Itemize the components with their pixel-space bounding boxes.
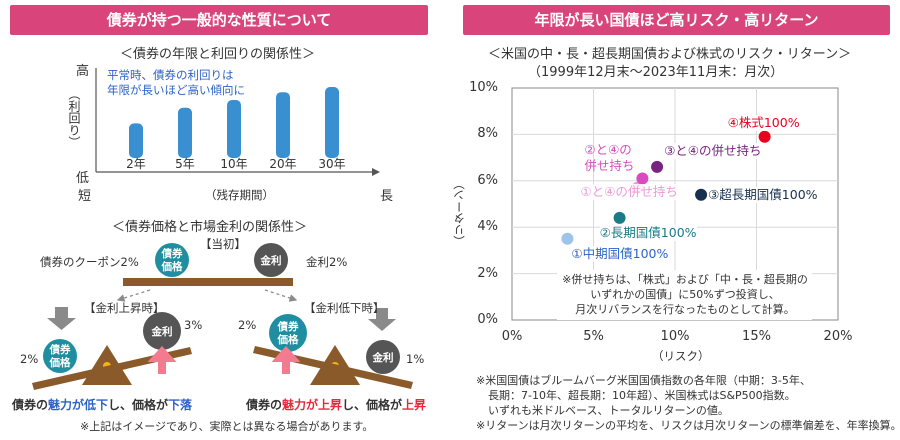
rate-up-tag: 【金利上昇時】 — [84, 301, 165, 315]
chart-subtitle: （1999年12月末～2023年11月末：月次） — [528, 65, 784, 80]
yield-x-arrow — [372, 168, 380, 176]
yield-category-label: 2年 — [126, 157, 146, 171]
rate-down-bond-text-2: 価格 — [277, 333, 299, 346]
rate-down-bond-text-1: 債券 — [277, 320, 299, 333]
yield-bar — [325, 87, 339, 158]
y-tick-label: 8% — [477, 126, 498, 142]
maturity-long-label: 長 — [380, 189, 394, 204]
initial-rate-label: 金利2% — [306, 255, 348, 269]
right-section-banner: 年限が長い国債ほど高リスク・高リターン — [463, 5, 890, 35]
footnote-line: いずれも米ドルベース、トータルリターンの値。 — [488, 404, 729, 417]
footnote-line: ※リターンは月次リターンの平均を、リスクは月次リターンの標準偏差を、年率換算。 — [476, 419, 900, 432]
scatter-point — [695, 188, 708, 201]
y-tick-label: 4% — [477, 219, 498, 235]
initial-tag: 【当初】 — [200, 237, 246, 251]
point-label: ③超長期国債100% — [708, 186, 818, 203]
point-label: ①と④の併せ持ち — [580, 183, 678, 200]
scatter-point — [561, 232, 574, 245]
initial-plank — [123, 278, 293, 286]
maturity-axis-label: （残存期間） — [205, 188, 274, 202]
x-tick-label: 20% — [823, 329, 853, 344]
left-section-banner: 債券が持つ一般的な性質について — [10, 5, 428, 35]
rate-up-bond-ball — [43, 339, 77, 373]
rate-up-rate-text: 金利 — [151, 325, 173, 338]
rate-up-caption: 債券の魅力が低下し、価格が下落 — [12, 398, 193, 412]
initial-rate-text: 金利 — [260, 254, 282, 267]
rate-up-seesaw: 債券 価格 金利 — [32, 307, 192, 390]
scatter-point — [758, 130, 771, 143]
x-axis-label: （リスク） — [652, 349, 710, 363]
scatter-point — [651, 160, 664, 173]
rate-down-tag: 【金利低下時】 — [304, 301, 385, 315]
rate-up-rate-pct: 3% — [184, 318, 203, 332]
yield-bar — [178, 107, 192, 158]
yield-section-title: ＜債券の年限と利回りの関係性＞ — [120, 47, 316, 62]
yield-category-label: 20年 — [269, 157, 297, 171]
yield-low-label: 低 — [76, 171, 90, 186]
right-footnotes: ※米国国債はブルームバーグ米国国債指数の各年限（中期：3-5年、 長期：7-10… — [476, 373, 900, 433]
rate-down-rate-ball — [366, 340, 400, 374]
footnote-line: 長期：7-10年、超長期：10年超）、米国株式はS&P500指数。 — [488, 389, 796, 402]
yield-high-label: 高 — [76, 64, 90, 79]
x-tick-label: 0% — [501, 329, 523, 344]
rate-down-seesaw: 債券 価格 金利 — [253, 308, 413, 389]
yield-axis-label: （利回り） — [67, 88, 81, 148]
annotation-box — [557, 270, 812, 320]
chart-annotation: ※併せ持ちは、「株式」および「中・長・超長期の いずれかの国債」に50%ずつ投資… — [562, 273, 808, 316]
scatter-point — [636, 172, 649, 185]
rate-up-pink-arrow — [147, 346, 177, 374]
initial-bond-text-2: 価格 — [161, 260, 183, 273]
rate-down-down-arrow — [368, 308, 396, 331]
initial-bond-text-1: 債券 — [161, 247, 183, 260]
left-footnote: ※上記はイメージであり、実際とは異なる場合があります。 — [80, 420, 374, 433]
scatter-point — [613, 211, 626, 224]
y-tick-label: 0% — [477, 312, 498, 327]
yield-note: 平常時、債券の利回りは 年限が長いほど高い傾向に — [107, 68, 245, 97]
rate-up-bond-pct: 2% — [20, 352, 39, 366]
initial-seesaw: 債券 価格 金利 — [123, 243, 293, 286]
point-label: ③と④の併せ持ち — [664, 142, 762, 159]
rate-up-rate-ball — [143, 312, 181, 350]
initial-bond-ball — [155, 243, 189, 277]
yield-category-label: 30年 — [318, 157, 346, 171]
yield-category-label: 10年 — [220, 157, 248, 171]
x-tick-label: 10% — [660, 329, 690, 344]
yield-bar — [129, 123, 143, 158]
y-tick-label: 6% — [477, 172, 498, 188]
yield-bar — [227, 100, 241, 158]
point-label: ④株式100% — [727, 114, 800, 131]
initial-rate-ball — [254, 243, 288, 277]
x-tick-label: 5% — [583, 329, 604, 344]
coupon-label: 債券のクーポン2% — [40, 255, 139, 269]
rate-down-bond-pct: 2% — [238, 318, 257, 332]
price-section-title: ＜債券価格と市場金利の関係性＞ — [112, 220, 308, 235]
rate-down-rate-text: 金利 — [372, 351, 394, 364]
point-label: ②と④の併せ持ち — [584, 142, 635, 174]
rate-up-bond-text-2: 価格 — [49, 356, 71, 369]
rate-down-bond-ball — [269, 314, 307, 352]
rate-up-bond-text-1: 債券 — [49, 343, 71, 356]
point-label: ②長期国債100% — [599, 224, 697, 241]
rate-down-pink-arrow — [271, 346, 301, 374]
y-axis-label: （リターン） — [452, 178, 466, 247]
maturity-short-label: 短 — [78, 189, 92, 204]
rate-down-rate-pct: 1% — [406, 352, 425, 366]
yield-category-label: 5年 — [175, 157, 195, 171]
chart-title: ＜米国の中・長・超長期国債および株式のリスク・リターン＞ — [488, 47, 852, 62]
x-tick-label: 15% — [742, 329, 771, 344]
y-tick-label: 2% — [477, 265, 498, 281]
y-tick-label: 10% — [469, 80, 498, 95]
footnote-line: ※米国国債はブルームバーグ米国国債指数の各年限（中期：3-5年、 — [476, 374, 811, 387]
rate-down-caption: 債券の魅力が上昇し、価格が上昇 — [246, 398, 427, 412]
rate-up-down-arrow — [47, 307, 76, 330]
yield-bar — [276, 92, 290, 158]
point-label: ①中期国債100% — [571, 245, 669, 262]
